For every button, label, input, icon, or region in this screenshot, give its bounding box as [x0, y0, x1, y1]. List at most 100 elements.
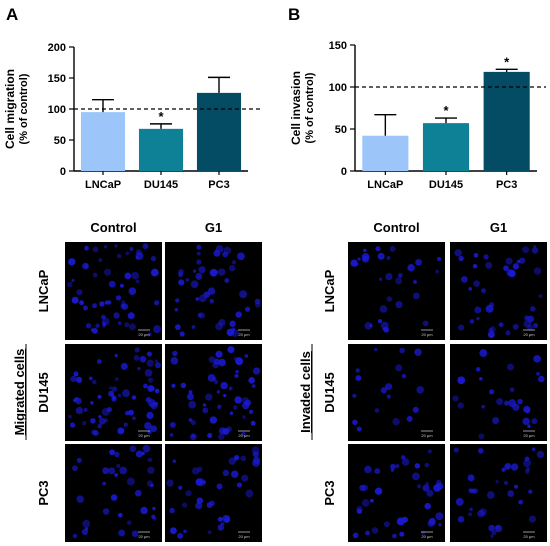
cell-nucleus — [146, 411, 154, 420]
cell-nucleus — [386, 256, 391, 260]
cell-nucleus — [249, 409, 254, 414]
cell-nucleus — [131, 271, 140, 280]
cell-nucleus — [412, 406, 419, 413]
cell-nucleus — [172, 350, 178, 357]
y-axis-subtitle: (% of control) — [304, 72, 316, 143]
cell-nucleus — [75, 376, 83, 384]
cell-nucleus — [150, 256, 157, 262]
cell-nucleus — [142, 243, 149, 250]
cell-nucleus — [218, 427, 226, 435]
cell-nucleus — [474, 306, 482, 314]
cell-nucleus — [132, 416, 136, 421]
cell-nucleus — [196, 244, 202, 250]
cell-nucleus — [427, 449, 432, 454]
cell-nucleus — [82, 420, 87, 426]
cell-nucleus — [79, 300, 84, 306]
cell-nucleus — [126, 520, 132, 525]
cell-nucleus — [195, 297, 200, 301]
scale-bar-label: 20 μm — [421, 534, 433, 539]
cell-nucleus — [242, 401, 250, 410]
cell-nucleus — [396, 517, 405, 526]
cell-nucleus — [363, 248, 367, 253]
cell-nucleus — [233, 455, 239, 461]
cell-nucleus — [69, 422, 76, 428]
cell-nucleus — [224, 278, 230, 283]
cell-nucleus — [374, 408, 380, 413]
cell-nucleus — [209, 416, 218, 424]
cell-nucleus — [473, 280, 481, 288]
cell-nucleus — [70, 375, 77, 383]
cell-nucleus — [118, 512, 123, 518]
scale-bar-label: 20 μm — [421, 332, 433, 337]
x-tick-label: LNCaP — [367, 179, 403, 191]
cell-nucleus — [154, 362, 161, 369]
cell-nucleus — [92, 246, 99, 253]
cell-nucleus — [117, 321, 122, 325]
panel-letter-b: B — [288, 5, 300, 24]
cell-nucleus — [355, 368, 360, 373]
scale-bar-label: 20 μm — [238, 433, 250, 438]
cell-nucleus — [503, 265, 509, 272]
cell-nucleus — [216, 390, 221, 394]
cell-nucleus — [118, 529, 126, 537]
cell-nucleus — [178, 272, 183, 278]
cell-nucleus — [116, 253, 122, 259]
cell-nucleus — [424, 502, 431, 510]
cell-nucleus — [170, 527, 177, 535]
cell-nucleus — [166, 479, 174, 487]
cell-nucleus — [350, 259, 358, 267]
cell-nucleus — [470, 488, 476, 494]
cell-nucleus — [150, 268, 159, 277]
cell-nucleus — [487, 491, 495, 499]
cell-nucleus — [416, 385, 424, 394]
cell-nucleus — [467, 474, 475, 482]
cell-nucleus — [438, 523, 442, 527]
cell-nucleus — [120, 362, 128, 370]
cell-nucleus — [531, 447, 536, 452]
cell-nucleus — [536, 371, 540, 376]
cell-nucleus — [91, 379, 97, 385]
cell-nucleus — [207, 530, 212, 535]
cell-nucleus — [416, 484, 422, 489]
cell-nucleus — [195, 502, 203, 510]
cell-nucleus — [220, 522, 225, 526]
cell-nucleus — [142, 444, 151, 453]
cell-nucleus — [85, 323, 92, 329]
cell-nucleus — [252, 459, 260, 467]
cell-nucleus — [435, 482, 444, 491]
cell-nucleus — [453, 447, 459, 453]
cell-nucleus — [512, 263, 520, 270]
cell-nucleus — [76, 457, 82, 463]
column-header-control: Control — [373, 220, 419, 235]
cell-nucleus — [385, 383, 393, 391]
cell-nucleus — [370, 498, 374, 503]
cell-nucleus — [147, 457, 153, 463]
cell-nucleus — [144, 422, 152, 430]
cell-nucleus — [235, 369, 239, 374]
cell-nucleus — [504, 400, 510, 406]
cell-nucleus — [129, 323, 136, 331]
cell-nucleus — [82, 519, 91, 528]
cell-nucleus — [250, 420, 256, 426]
cell-nucleus — [170, 356, 179, 365]
cell-nucleus — [174, 308, 178, 312]
cell-nucleus — [139, 355, 147, 363]
cell-nucleus — [399, 347, 405, 354]
cell-nucleus — [195, 272, 203, 280]
cell-nucleus — [375, 246, 381, 252]
cell-nucleus — [128, 409, 134, 416]
cell-nucleus — [111, 395, 117, 400]
cell-nucleus — [180, 382, 187, 389]
cell-nucleus — [83, 305, 89, 311]
cell-nucleus — [356, 508, 363, 514]
cell-nucleus — [414, 463, 421, 469]
cell-nucleus — [73, 373, 78, 377]
cell-nucleus — [473, 252, 479, 258]
cell-nucleus — [508, 399, 517, 407]
cell-nucleus — [230, 328, 239, 337]
cell-nucleus — [208, 356, 216, 363]
scale-bar-label: 20 μm — [238, 534, 250, 539]
cell-nucleus — [178, 485, 183, 490]
scale-bar-label: 20 μm — [421, 433, 433, 438]
cell-nucleus — [479, 377, 483, 381]
